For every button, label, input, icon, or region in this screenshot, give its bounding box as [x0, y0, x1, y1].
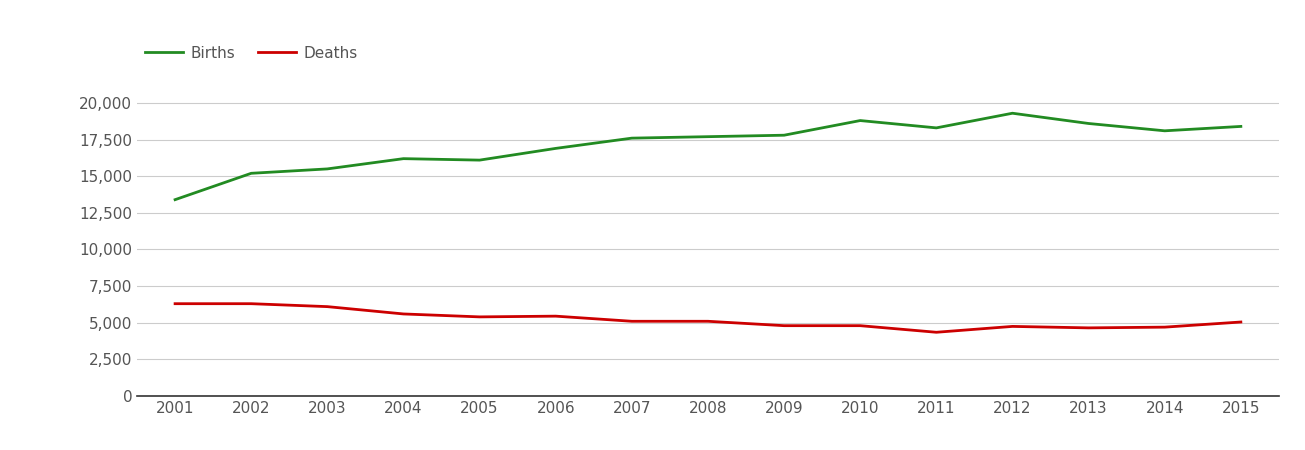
Births: [1081, 121, 1096, 126]
Births: [928, 125, 944, 130]
Deaths: [1081, 325, 1096, 331]
Deaths: [1233, 320, 1249, 325]
Deaths: [1005, 324, 1021, 329]
Legend: Births, Deaths: Births, Deaths: [145, 46, 359, 61]
Deaths: [395, 311, 411, 317]
Births: [471, 158, 487, 163]
Deaths: [699, 319, 715, 324]
Deaths: [548, 314, 564, 319]
Deaths: [852, 323, 868, 328]
Births: [167, 197, 183, 202]
Births: [1156, 128, 1172, 134]
Births: [852, 118, 868, 123]
Line: Deaths: Deaths: [175, 304, 1241, 332]
Births: [776, 132, 792, 138]
Line: Births: Births: [175, 113, 1241, 200]
Births: [548, 146, 564, 151]
Deaths: [243, 301, 258, 306]
Deaths: [776, 323, 792, 328]
Births: [395, 156, 411, 162]
Births: [320, 166, 335, 171]
Births: [1005, 111, 1021, 116]
Deaths: [167, 301, 183, 306]
Births: [243, 171, 258, 176]
Deaths: [1156, 324, 1172, 330]
Deaths: [471, 314, 487, 319]
Births: [1233, 124, 1249, 129]
Deaths: [320, 304, 335, 309]
Births: [624, 135, 639, 141]
Deaths: [928, 329, 944, 335]
Births: [699, 134, 715, 140]
Deaths: [624, 319, 639, 324]
